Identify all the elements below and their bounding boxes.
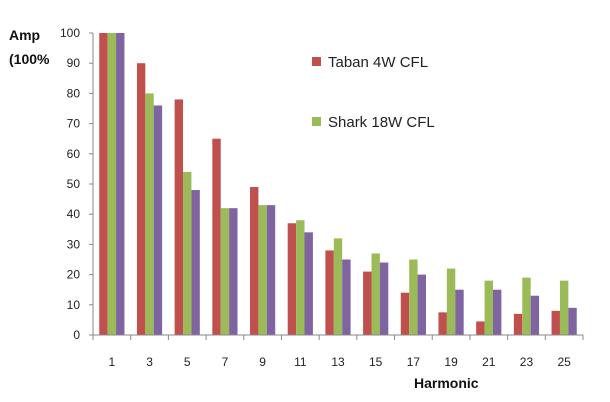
x-tick-label: 1 — [109, 355, 116, 369]
x-tick-label: 25 — [557, 355, 571, 369]
bar-series2-h23 — [522, 277, 531, 335]
y-tick-label: 40 — [67, 207, 81, 221]
x-tick-label: 7 — [222, 355, 229, 369]
bar-series2-h17 — [409, 259, 418, 335]
bar-series2-h3 — [145, 93, 154, 336]
x-tick-label: 3 — [146, 355, 153, 369]
bar-series1-h21 — [476, 321, 485, 335]
bar-series1-h25 — [551, 310, 560, 335]
legend-swatch-taban — [312, 57, 321, 66]
bars-layer — [99, 33, 577, 336]
bar-series3-h9 — [266, 205, 276, 335]
bar-series2-h13 — [333, 238, 343, 335]
y-ticks: 0 10 20 30 40 50 60 70 80 90 100 — [60, 26, 93, 342]
bar-series1-h11 — [287, 223, 297, 335]
bar-series3-h23 — [530, 295, 540, 335]
bar-series3-h11 — [304, 232, 313, 335]
bar-series3-h13 — [342, 259, 351, 335]
y-tick-label: 100 — [60, 26, 80, 40]
bar-series1-h9 — [250, 187, 259, 335]
x-tick-label: 19 — [444, 355, 458, 369]
bar-series1-h13 — [325, 250, 334, 335]
bar-series2-h19 — [446, 268, 456, 335]
x-tick-label: 5 — [184, 355, 191, 369]
bar-series2-h21 — [484, 280, 493, 335]
y-tick-label: 20 — [67, 268, 81, 282]
bar-series2-h9 — [258, 205, 267, 335]
x-tick-label: 13 — [331, 355, 345, 369]
y-tick-label: 70 — [67, 117, 81, 131]
x-tick-label: 17 — [407, 355, 421, 369]
bar-series1-h1 — [99, 33, 108, 335]
bar-series3-h15 — [379, 262, 389, 335]
bar-series1-h7 — [212, 138, 221, 335]
bar-series3-h21 — [492, 289, 502, 335]
bar-series3-h5 — [191, 190, 200, 335]
x-tick-label: 11 — [294, 355, 307, 369]
y-tick-label: 60 — [67, 147, 81, 161]
bar-series3-h25 — [568, 307, 577, 335]
x-tick-label: 21 — [482, 355, 496, 369]
bar-series2-h7 — [220, 208, 230, 335]
y-tick-label: 80 — [67, 86, 81, 100]
y-axis-label-line1: Amp — [9, 27, 40, 43]
bar-series3-h19 — [455, 289, 464, 335]
legend: Taban 4W CFL Shark 18W CFL — [312, 54, 435, 131]
bar-series1-h3 — [136, 63, 146, 335]
bar-series1-h19 — [438, 312, 447, 335]
y-tick-label: 90 — [67, 56, 81, 70]
y-tick-label: 30 — [67, 237, 81, 251]
legend-label-shark: Shark 18W CFL — [328, 114, 435, 131]
bar-series3-h3 — [153, 105, 163, 335]
bar-series3-h17 — [417, 274, 426, 335]
y-tick-label: 50 — [67, 177, 81, 191]
bar-series3-h7 — [229, 208, 238, 335]
x-ticks: 1 3 5 7 9 11 13 15 17 19 21 23 25 — [92, 335, 584, 369]
x-tick-label: 23 — [520, 355, 534, 369]
bar-series1-h5 — [174, 99, 184, 335]
x-tick-label: 9 — [259, 355, 266, 369]
x-axis-label: Harmonic — [414, 375, 479, 391]
bar-series2-h25 — [559, 280, 569, 335]
legend-label-taban: Taban 4W CFL — [328, 54, 428, 71]
bar-series2-h15 — [371, 253, 380, 335]
bar-series1-h23 — [513, 313, 523, 335]
y-tick-label: 0 — [73, 328, 80, 342]
bar-series2-h5 — [183, 171, 192, 335]
bar-series1-h15 — [363, 271, 372, 335]
bar-series2-h11 — [296, 220, 305, 335]
y-tick-label: 10 — [67, 298, 81, 312]
legend-swatch-shark — [312, 117, 321, 126]
x-tick-label: 15 — [369, 355, 383, 369]
bar-series2-h1 — [107, 33, 117, 335]
bar-series3-h1 — [116, 33, 125, 335]
y-axis-label-line2: (100% — [9, 51, 50, 67]
bar-series1-h17 — [400, 292, 410, 335]
